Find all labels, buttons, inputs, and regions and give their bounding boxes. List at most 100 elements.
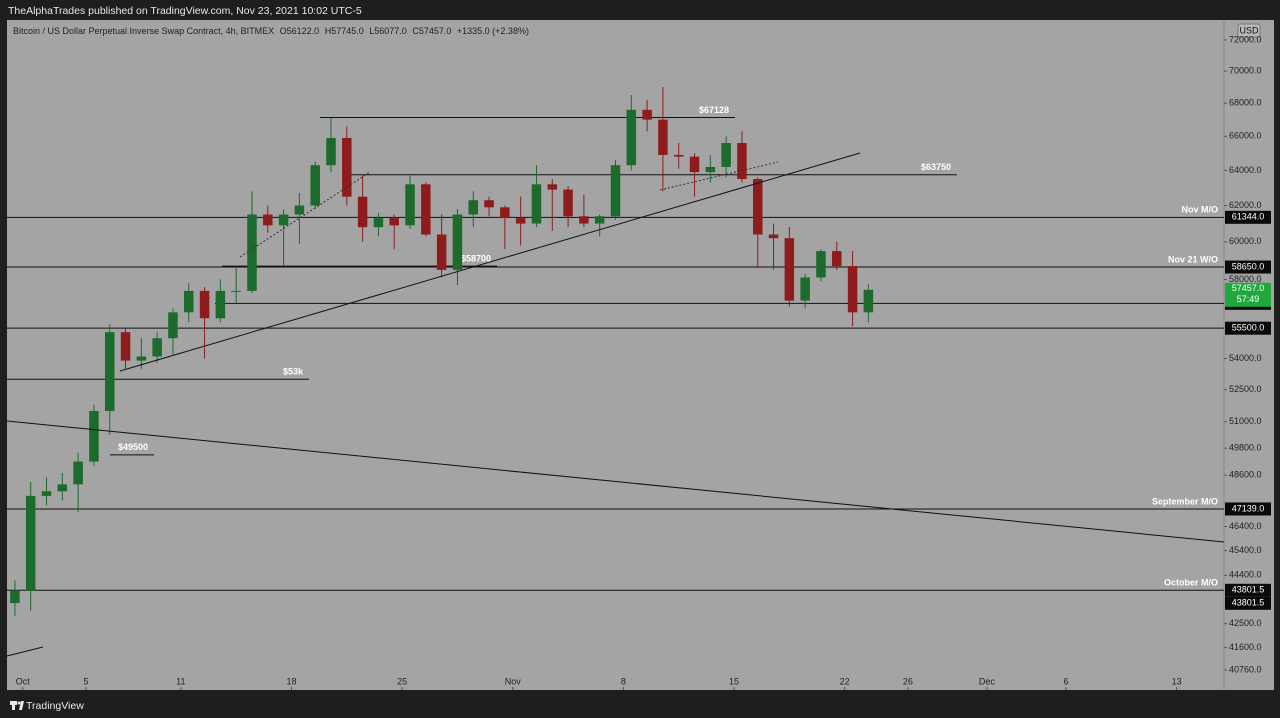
candle-body [500, 207, 510, 219]
countdown-label: 57:49 [1237, 294, 1260, 304]
y-tick-label: 68000.0 [1229, 98, 1262, 108]
logo-part [19, 701, 24, 710]
candle [136, 338, 147, 369]
candle [57, 472, 68, 501]
candle [721, 136, 731, 178]
x-tick-label: 8 [621, 676, 626, 686]
candle-body [721, 143, 731, 167]
level-text: Nov 21 W/O [1168, 254, 1218, 264]
candle-body [41, 491, 52, 496]
candle [531, 165, 542, 228]
candle [800, 273, 810, 309]
candle [563, 186, 573, 228]
candle-body [468, 200, 478, 215]
candle-body [357, 196, 368, 228]
candle [215, 279, 226, 323]
y-tick-label: 52500.0 [1229, 384, 1262, 394]
candle-body [25, 495, 36, 591]
candle-body [89, 411, 99, 462]
logo-part [17, 701, 21, 705]
legend-symbol: Bitcoin / US Dollar Perpetual Inverse Sw… [13, 26, 274, 36]
candle [642, 100, 652, 132]
candle-body [832, 251, 842, 267]
candle-body [689, 156, 700, 173]
level-text: $58700 [461, 253, 491, 263]
y-tick-label: 42500.0 [1229, 618, 1262, 628]
price-label: 58650.0 [1232, 261, 1265, 271]
candle-body [784, 238, 795, 301]
y-tick-label: 40760.0 [1229, 664, 1262, 674]
candle-body [57, 484, 68, 492]
footer [0, 690, 1280, 718]
candle-body [863, 289, 874, 313]
candle [357, 175, 368, 242]
candle-body [626, 109, 637, 166]
y-tick-label: 60000.0 [1229, 236, 1262, 246]
candle-body [73, 461, 83, 485]
level-text: $49500 [118, 442, 148, 452]
currency-label[interactable]: USD [1239, 25, 1259, 35]
candle [25, 482, 36, 611]
candle-body [579, 216, 589, 224]
candle [120, 328, 131, 369]
x-tick-label: 22 [840, 676, 850, 686]
x-tick-label: 6 [1063, 676, 1068, 686]
candle-body [737, 143, 747, 180]
candle-body [294, 205, 305, 215]
y-tick-label: 64000.0 [1229, 165, 1262, 175]
candle-body [104, 332, 115, 412]
candle-body [215, 290, 226, 319]
candle-body [673, 154, 684, 157]
candle-body [531, 184, 542, 224]
candle-body [326, 137, 336, 166]
candle [768, 223, 779, 270]
candle [373, 212, 384, 237]
candle [10, 580, 20, 616]
trendline [6, 420, 1225, 543]
candle [594, 214, 605, 237]
x-tick-label: Oct [16, 676, 31, 686]
y-tick-label: 58000.0 [1229, 274, 1262, 284]
candle [816, 249, 826, 282]
candle-body [263, 214, 273, 226]
dotted-trendline [659, 161, 779, 191]
price-axis [1224, 20, 1274, 690]
currency-button[interactable] [1237, 23, 1261, 38]
y-tick-label: 49800.0 [1229, 443, 1262, 453]
x-tick-label: Nov [505, 676, 522, 686]
price-label-box [1225, 583, 1271, 597]
price-label-box [1225, 210, 1271, 224]
candle-body [10, 590, 20, 604]
candle-body [658, 119, 668, 155]
publisher-line: TheAlphaTrades published on TradingView.… [8, 5, 362, 17]
y-tick-label: 70000.0 [1229, 66, 1262, 76]
candle [658, 87, 668, 192]
candle-body [342, 137, 352, 197]
candle-body [642, 109, 652, 120]
level-text: Nov M/O [1181, 205, 1218, 215]
legend-change: +1335.0 (+2.38%) [457, 26, 529, 36]
candle [832, 241, 842, 270]
candle-body [816, 251, 826, 278]
candle [342, 126, 352, 206]
last-price-label: 57457.0 [1232, 283, 1265, 293]
candle-body [484, 200, 494, 208]
candle [326, 118, 336, 173]
candle-body [405, 184, 415, 226]
legend-close: C57457.0 [412, 26, 451, 36]
logo-part [10, 701, 17, 705]
y-tick-label: 46400.0 [1229, 521, 1262, 531]
candle [737, 131, 747, 183]
candle [436, 214, 447, 278]
candle [500, 205, 510, 250]
candle [199, 287, 210, 359]
legend-open: O56122.0 [280, 26, 320, 36]
candle-body [705, 166, 716, 173]
y-tick-label: 41600.0 [1229, 642, 1262, 652]
plot: $67128 $63750 Nov M/O Nov 21 W/O $58700 $53k $… [7, 87, 1224, 616]
candle [41, 477, 52, 506]
candle [152, 332, 162, 363]
candle [484, 196, 494, 217]
candle [547, 179, 558, 231]
candle [784, 227, 795, 307]
